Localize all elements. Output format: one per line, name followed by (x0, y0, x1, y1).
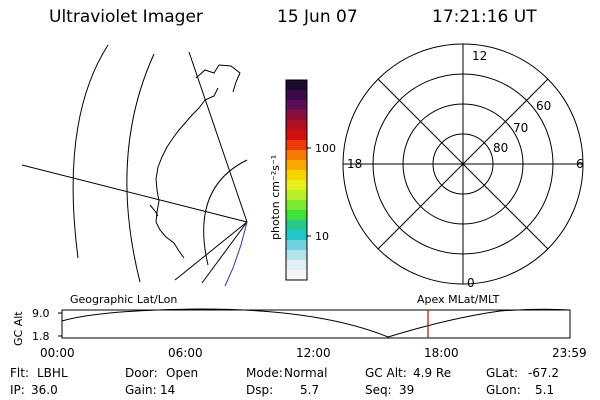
colorbar-cell (286, 230, 307, 241)
map-meridian-line (174, 221, 248, 281)
colorbar-cell (286, 90, 307, 101)
status-label: Door: (125, 366, 158, 380)
app-title: Ultraviolet Imager (49, 7, 203, 27)
status-value: -67.2 (528, 366, 560, 380)
map-meridian-line (188, 51, 248, 223)
y-axis-title: GC Alt (12, 311, 25, 346)
colorbar-tick-label: 100 (315, 142, 336, 155)
map-latitude-arc (126, 53, 155, 283)
polar-plot (342, 43, 584, 285)
altitude-curve (61, 308, 571, 338)
status-value: 39 (399, 383, 415, 397)
lat-label: 70 (513, 121, 528, 135)
colorbar-cell (286, 190, 307, 201)
colorbar-cell (286, 110, 307, 121)
y-tick-label: 9.0 (32, 307, 50, 320)
status-value: 36.0 (31, 383, 58, 397)
mlt-label-right: 6 (576, 157, 584, 171)
timeline-right-label: Apex MLat/MLT (417, 293, 500, 306)
colorbar-cell (286, 150, 307, 161)
colorbar-cell (286, 130, 307, 141)
colorbar-unit-label: photon cm⁻²s⁻¹ (269, 155, 282, 240)
colorbar-cell (286, 260, 307, 271)
colorbar-cell (286, 140, 307, 151)
colorbar-cell (286, 120, 307, 131)
x-tick-label: 06:00 (168, 346, 203, 360)
colorbar-cell (286, 240, 307, 251)
date-label: 15 Jun 07 (277, 7, 358, 27)
status-label: GLon: (486, 383, 521, 397)
map-latitude-arc (72, 44, 109, 259)
mlt-label-bottom: 0 (467, 276, 475, 290)
map-terminator-arc (203, 159, 248, 266)
status-value: 4.9 Re (413, 366, 452, 380)
x-tick-label: 12:00 (296, 346, 331, 360)
status-label: Mode: (246, 366, 283, 380)
y-tick-label: 1.8 (32, 330, 50, 343)
status-value: 5.7 (300, 383, 320, 397)
colorbar: 100 10 photon cm⁻²s⁻¹ (269, 79, 336, 281)
polar-diagonal (377, 78, 549, 250)
status-label: Dsp: (246, 383, 274, 397)
time-label: 17:21:16 UT (432, 7, 537, 27)
colorbar-cell (286, 200, 307, 211)
colorbar-cell (286, 170, 307, 181)
status-label: GC Alt: (365, 366, 407, 380)
lat-label: 60 (536, 99, 551, 113)
status-label: GLat: (486, 366, 519, 380)
timeline-left-label: Geographic Lat/Lon (70, 293, 177, 306)
status-label: Gain: (125, 383, 157, 397)
status-value: 5.1 (535, 383, 555, 397)
geographic-map (21, 44, 248, 287)
status-label: Seq: (365, 383, 392, 397)
status-value: Open (166, 366, 199, 380)
status-label: IP: (10, 383, 25, 397)
colorbar-cell (286, 220, 307, 231)
colorbar-cell (286, 160, 307, 171)
x-tick-label: 23:59 (552, 346, 587, 360)
colorbar-cell (286, 270, 307, 281)
colorbar-cell (286, 180, 307, 191)
colorbar-tick-label: 10 (315, 230, 329, 243)
colorbar-cell (286, 80, 307, 91)
status-label: Flt: (10, 366, 29, 380)
status-value: Normal (284, 366, 328, 380)
x-tick-label: 18:00 (424, 346, 459, 360)
map-meridian-line (201, 221, 248, 284)
lat-label: 80 (493, 141, 508, 155)
mlt-label-top: 12 (472, 49, 487, 63)
status-value: 14 (160, 383, 176, 397)
status-value: LBHL (37, 366, 68, 380)
colorbar-cell (286, 100, 307, 111)
altitude-timeline: Geographic Lat/Lon Apex MLat/MLT 9.0 1.8… (12, 293, 587, 360)
map-coastline (149, 64, 241, 259)
map-meridian-line (21, 164, 248, 223)
x-tick-label: 00:00 (40, 346, 75, 360)
mlt-label-left: 18 (347, 157, 362, 171)
colorbar-cell (286, 210, 307, 221)
map-orbit-track (224, 221, 248, 287)
colorbar-cell (286, 250, 307, 261)
